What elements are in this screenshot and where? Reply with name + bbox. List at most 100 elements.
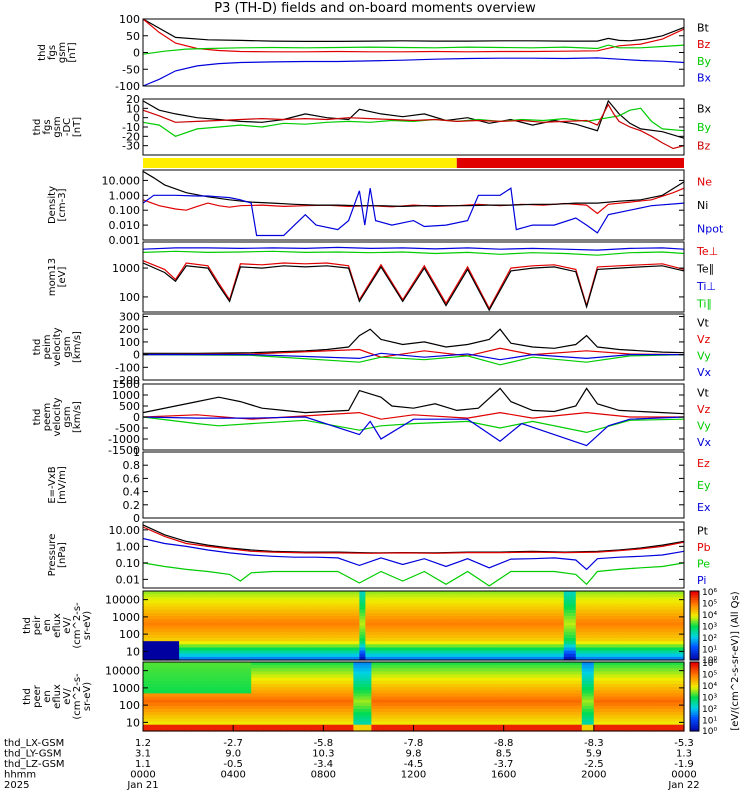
peer_en_eflux-cell xyxy=(251,709,258,713)
peer_en_eflux-cell xyxy=(611,696,619,701)
peer_en_eflux-cell xyxy=(491,677,499,682)
peer_en_eflux-cell xyxy=(641,668,649,672)
density-frame xyxy=(142,169,685,241)
peer_en_eflux-cell xyxy=(401,677,409,682)
peir_en_eflux-cell xyxy=(629,613,637,617)
peir_en_eflux-cell xyxy=(479,600,487,605)
peer_en_eflux-cell xyxy=(479,715,487,719)
peir_en_eflux-cell xyxy=(611,628,619,633)
peer_en_eflux-cell xyxy=(678,687,685,691)
peer_en_eflux-cell xyxy=(660,718,667,723)
peir_en_eflux-cell xyxy=(245,603,252,608)
peir_en_eflux-cell xyxy=(467,628,475,633)
peer_en_eflux-cell xyxy=(581,671,589,676)
peir_en_eflux-cell xyxy=(353,628,360,633)
peir_en_eflux-cell xyxy=(521,634,529,639)
peer_en_eflux-cell xyxy=(539,671,547,676)
peir_en_eflux-cell xyxy=(449,622,457,627)
peer_en_eflux-cell xyxy=(569,668,577,672)
peer_en_eflux-cell xyxy=(341,712,348,716)
peer_en_eflux-cell xyxy=(167,687,174,691)
peir_en_eflux-cell xyxy=(239,600,246,605)
peer_en_eflux-cell xyxy=(197,687,204,691)
peer_en_eflux-cell xyxy=(503,715,511,719)
peer_en_eflux-cell xyxy=(678,724,685,729)
peer_en_eflux-cell xyxy=(485,671,493,676)
peir_en_eflux-cell xyxy=(497,594,505,598)
peir_en_eflux-cell xyxy=(611,622,619,627)
peir_en_eflux-cell xyxy=(551,628,559,633)
peir_en_eflux-cell xyxy=(431,622,439,627)
peer_en_eflux-cell xyxy=(623,715,631,719)
peir_en_eflux-cell xyxy=(575,628,583,633)
peir_en_eflux-cell xyxy=(233,653,240,658)
peer_en_eflux-cell xyxy=(413,693,421,698)
peir_en_eflux-cell xyxy=(251,656,258,661)
peir_en_eflux-cell xyxy=(215,638,222,642)
peer_en_eflux-cell xyxy=(527,705,535,710)
peer_en_eflux-cell xyxy=(335,724,342,729)
peir_en_eflux-cell xyxy=(551,616,559,620)
peer_en_eflux-cell xyxy=(563,727,571,732)
peir_en_eflux-cell xyxy=(407,641,415,645)
peer_en_eflux-cell xyxy=(443,674,451,679)
peir_en_eflux-cell xyxy=(329,594,336,598)
peer_en_eflux-cell xyxy=(179,680,186,685)
peir_en_eflux-cell xyxy=(641,594,649,598)
peer_en_eflux-cell xyxy=(569,699,577,704)
peir_en_eflux-cell xyxy=(599,619,607,623)
plot-title: P3 (TH-D) fields and on-board moments ov… xyxy=(214,1,536,16)
peer_en_eflux-cell xyxy=(197,724,204,729)
peer_en_eflux-cell xyxy=(419,671,427,676)
peer_en_eflux-cell xyxy=(539,715,547,719)
peer_en_eflux-cell xyxy=(443,715,451,719)
peer_en_eflux-cell xyxy=(383,699,390,704)
peir_en_eflux-cell xyxy=(161,641,168,645)
peir_en_eflux-cell xyxy=(305,625,312,630)
peir_en_eflux-cell xyxy=(611,600,619,605)
peer_en_eflux-cell xyxy=(221,727,228,732)
peer_en_eflux-cell xyxy=(635,718,643,723)
peir_en_eflux-cell xyxy=(281,631,288,636)
peir_en_eflux-cell xyxy=(197,600,204,605)
peir_en_eflux-cell xyxy=(666,613,673,617)
peer_en_eflux-cell xyxy=(660,702,667,707)
peir_en_eflux-cell xyxy=(305,591,312,595)
peer_en_eflux-cell xyxy=(437,709,445,713)
peer_en_eflux-cell xyxy=(245,671,252,676)
peer_en_eflux-cell xyxy=(461,662,469,666)
peir_en_eflux-cell xyxy=(263,625,270,630)
peer_en_eflux-cell xyxy=(575,699,583,704)
peir_en_eflux-cell xyxy=(359,647,366,652)
peer_en_eflux-cell xyxy=(227,712,234,716)
peir_en_eflux-cell xyxy=(359,609,366,614)
peir_en_eflux-cell xyxy=(467,600,475,605)
peir_en_eflux-cell xyxy=(395,594,403,598)
peir_en_eflux-cell xyxy=(191,647,198,652)
peir_en_eflux-cell xyxy=(293,644,300,648)
peer_en_eflux-cell xyxy=(545,727,553,732)
peer_en_eflux-cell xyxy=(437,705,445,710)
peir_en_eflux-cell xyxy=(317,591,324,595)
peir_en_eflux-cell xyxy=(287,616,294,620)
peer_en_eflux-cell xyxy=(281,705,288,710)
peir_en_eflux-cell xyxy=(593,625,601,630)
peer_en_eflux-cell xyxy=(149,696,156,701)
peir_en_eflux-cell xyxy=(179,628,186,633)
peir_en_eflux-cell xyxy=(660,613,667,617)
peir_en_eflux-cell xyxy=(647,644,655,648)
peer_en_eflux-cell xyxy=(551,727,559,732)
colorbar-cell xyxy=(690,668,699,672)
peir_en_eflux-cell xyxy=(473,653,481,658)
peer_en_eflux-cell xyxy=(401,684,409,688)
peir_en_eflux-cell xyxy=(389,622,397,627)
peer_en_eflux-cell xyxy=(233,677,240,682)
peer_en_eflux-cell xyxy=(287,684,294,688)
peir_en_eflux-cell xyxy=(173,606,180,611)
peer_en_eflux-cell xyxy=(275,712,282,716)
peir_en_eflux-cell xyxy=(617,597,625,601)
peir_en_eflux-cell xyxy=(479,603,487,608)
peir_en_eflux-cell xyxy=(629,647,637,652)
peir_en_eflux-cell xyxy=(299,631,306,636)
peir_en_eflux-cell xyxy=(449,591,457,595)
